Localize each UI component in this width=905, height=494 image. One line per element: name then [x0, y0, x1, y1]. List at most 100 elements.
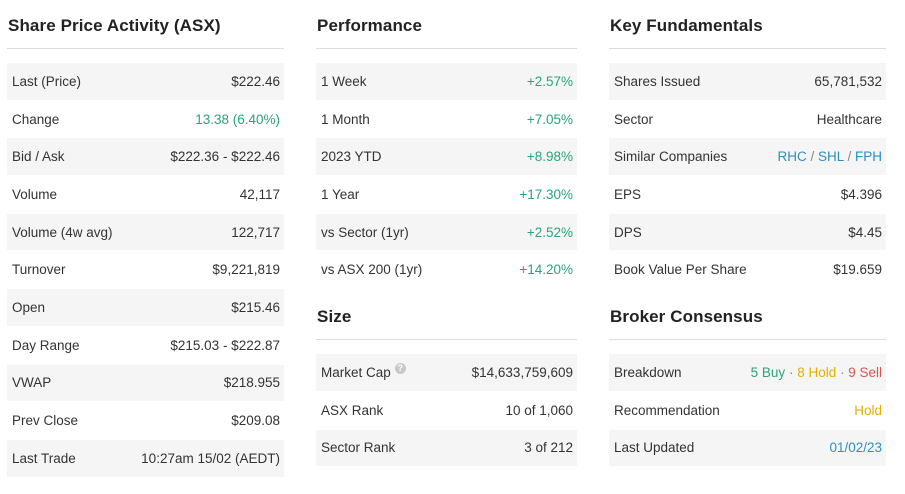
row-open: Open $215.46 — [7, 289, 284, 327]
row-label: Book Value Per Share — [614, 262, 747, 278]
row-asx-rank: ASX Rank 10 of 1,060 — [316, 392, 577, 430]
row-day-range: Day Range $215.03 - $222.87 — [7, 327, 284, 365]
row-label: Similar Companies — [614, 149, 728, 165]
row-label: Last Trade — [12, 450, 76, 466]
row-label: vs Sector (1yr) — [321, 224, 409, 240]
info-icon[interactable]: ? — [394, 362, 406, 374]
row-value: $222.46 — [231, 73, 280, 89]
row-vwap: VWAP $218.955 — [7, 364, 284, 403]
similar-companies-links: RHC / SHL / FPH — [777, 149, 882, 164]
row-vs-sector: vs Sector (1yr) +2.52% — [316, 213, 577, 252]
company-link-shl[interactable]: SHL — [817, 149, 844, 165]
row-value: $14,633,759,609 — [471, 364, 573, 380]
row-volume-4w-avg: Volume (4w avg) 122,717 — [7, 213, 284, 252]
row-recommendation: Recommendation Hold — [609, 392, 886, 430]
row-label: 1 Year — [321, 186, 360, 202]
row-last-price: Last (Price) $222.46 — [7, 63, 284, 101]
row-value: $209.08 — [231, 413, 280, 429]
dot-separator: · — [836, 364, 849, 380]
buy-count: 5 Buy — [750, 364, 786, 380]
performance-size-column: Performance 1 Week +2.57% 1 Month +7.05%… — [316, 0, 577, 468]
row-value: $19.659 — [833, 262, 882, 278]
row-label: Sector — [614, 111, 654, 127]
row-label: Breakdown — [614, 364, 682, 380]
row-book-value-per-share: Book Value Per Share $19.659 — [609, 251, 886, 290]
row-label: Prev Close — [12, 413, 79, 429]
row-value: 10 of 1,060 — [505, 402, 573, 418]
row-eps: EPS $4.396 — [609, 176, 886, 214]
row-breakdown: Breakdown 5 Buy · 8 Hold · 9 Sell — [609, 354, 886, 392]
row-similar-companies: Similar Companies RHC / SHL / FPH — [609, 138, 886, 177]
size-table: Market Cap? $14,633,759,609 ASX Rank 10 … — [316, 354, 577, 468]
hold-count: 8 Hold — [797, 364, 837, 380]
company-link-rhc[interactable]: RHC — [777, 149, 807, 165]
row-value: Healthcare — [816, 111, 882, 127]
performance-title: Performance — [316, 0, 577, 49]
row-label: Volume (4w avg) — [12, 224, 113, 240]
row-1-year: 1 Year +17.30% — [316, 176, 577, 214]
row-value: 10:27am 15/02 (AEDT) — [141, 450, 280, 466]
row-sector-rank: Sector Rank 3 of 212 — [316, 429, 577, 468]
row-label: Market Cap — [321, 364, 391, 380]
row-value: $4.45 — [848, 224, 882, 240]
row-label: Last Updated — [614, 440, 695, 456]
row-dps: DPS $4.45 — [609, 213, 886, 252]
row-label: Day Range — [12, 337, 80, 353]
row-value: +2.57% — [526, 73, 573, 89]
row-label: Bid / Ask — [12, 149, 65, 165]
row-label: Turnover — [12, 262, 66, 278]
row-value: 13.38 (6.40%) — [195, 111, 280, 127]
row-label: EPS — [614, 186, 642, 202]
row-label: Change — [12, 111, 60, 127]
row-vs-asx-200: vs ASX 200 (1yr) +14.20% — [316, 251, 577, 290]
row-value: 122,717 — [231, 224, 280, 240]
row-shares-issued: Shares Issued 65,781,532 — [609, 63, 886, 101]
row-label: Shares Issued — [614, 73, 701, 89]
fundamentals-broker-column: Key Fundamentals Shares Issued 65,781,53… — [609, 0, 886, 468]
company-link-fph[interactable]: FPH — [855, 149, 882, 165]
last-updated-link[interactable]: 01/02/23 — [829, 440, 882, 456]
key-fundamentals-title: Key Fundamentals — [609, 0, 886, 49]
row-value: +7.05% — [526, 111, 573, 127]
row-turnover: Turnover $9,221,819 — [7, 251, 284, 290]
row-2023-ytd: 2023 YTD +8.98% — [316, 138, 577, 177]
row-label: Recommendation — [614, 402, 720, 418]
row-value: +14.20% — [519, 262, 573, 278]
row-prev-close: Prev Close $209.08 — [7, 402, 284, 440]
row-volume: Volume 42,117 — [7, 176, 284, 214]
row-value: $222.36 - $222.46 — [170, 149, 280, 165]
row-label: ASX Rank — [321, 402, 384, 418]
row-label: VWAP — [12, 375, 52, 391]
separator: / — [843, 149, 855, 165]
row-last-updated: Last Updated 01/02/23 — [609, 429, 886, 468]
sell-count: 9 Sell — [848, 364, 882, 380]
share-price-activity-title: Share Price Activity (ASX) — [7, 0, 284, 49]
row-value: $215.46 — [231, 299, 280, 315]
row-value: $215.03 - $222.87 — [170, 337, 280, 353]
share-price-activity-table: Last (Price) $222.46 Change 13.38 (6.40%… — [7, 63, 284, 478]
row-value: 65,781,532 — [814, 73, 882, 89]
row-value: $218.955 — [223, 375, 280, 391]
broker-consensus-table: Breakdown 5 Buy · 8 Hold · 9 Sell Recomm… — [609, 354, 886, 468]
row-1-month: 1 Month +7.05% — [316, 101, 577, 139]
row-label: 2023 YTD — [321, 149, 382, 165]
row-bid-ask: Bid / Ask $222.36 - $222.46 — [7, 138, 284, 177]
row-label: Sector Rank — [321, 440, 396, 456]
row-value: $4.396 — [840, 186, 882, 202]
size-title: Size — [316, 289, 577, 341]
row-last-trade: Last Trade 10:27am 15/02 (AEDT) — [7, 439, 284, 478]
share-price-activity-panel: Share Price Activity (ASX) Last (Price) … — [7, 0, 284, 478]
row-change: Change 13.38 (6.40%) — [7, 101, 284, 139]
row-value: 42,117 — [239, 186, 280, 202]
row-label-wrap: Market Cap? — [321, 362, 406, 380]
row-label: Open — [12, 299, 46, 315]
row-label: 1 Month — [321, 111, 370, 127]
row-value: $9,221,819 — [212, 262, 280, 278]
broker-consensus-title: Broker Consensus — [609, 289, 886, 341]
row-label: Volume — [12, 186, 58, 202]
row-label: vs ASX 200 (1yr) — [321, 262, 423, 278]
row-value: +17.30% — [519, 186, 573, 202]
key-fundamentals-table: Shares Issued 65,781,532 Sector Healthca… — [609, 63, 886, 290]
separator: / — [806, 149, 818, 165]
row-1-week: 1 Week +2.57% — [316, 63, 577, 101]
